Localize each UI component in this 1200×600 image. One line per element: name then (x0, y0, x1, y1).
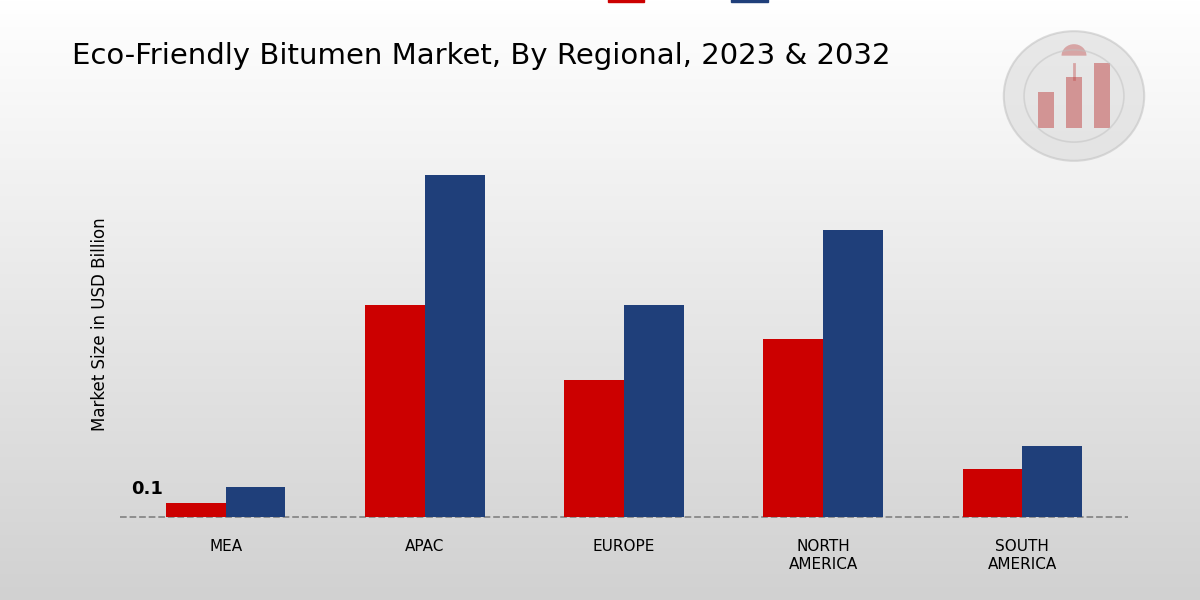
Bar (1022, 446, 1082, 517)
Bar (425, 175, 485, 517)
Text: Eco-Friendly Bitumen Market, By Regional, 2023 & 2032: Eco-Friendly Bitumen Market, By Regional… (72, 42, 890, 70)
Y-axis label: Market Size in USD Billion: Market Size in USD Billion (91, 217, 109, 431)
Bar (564, 380, 624, 517)
Circle shape (1003, 31, 1145, 161)
Wedge shape (1062, 44, 1086, 56)
Bar (1067, 77, 1082, 128)
Bar (763, 339, 823, 517)
Bar (1094, 63, 1110, 128)
Bar (624, 305, 684, 517)
Bar (1038, 92, 1054, 128)
Bar (962, 469, 1022, 517)
Bar (823, 230, 883, 517)
Bar (226, 487, 286, 517)
Text: 0.1: 0.1 (131, 480, 163, 498)
Legend: 2023, 2032: 2023, 2032 (599, 0, 836, 11)
Bar (365, 305, 425, 517)
Bar (166, 503, 226, 517)
